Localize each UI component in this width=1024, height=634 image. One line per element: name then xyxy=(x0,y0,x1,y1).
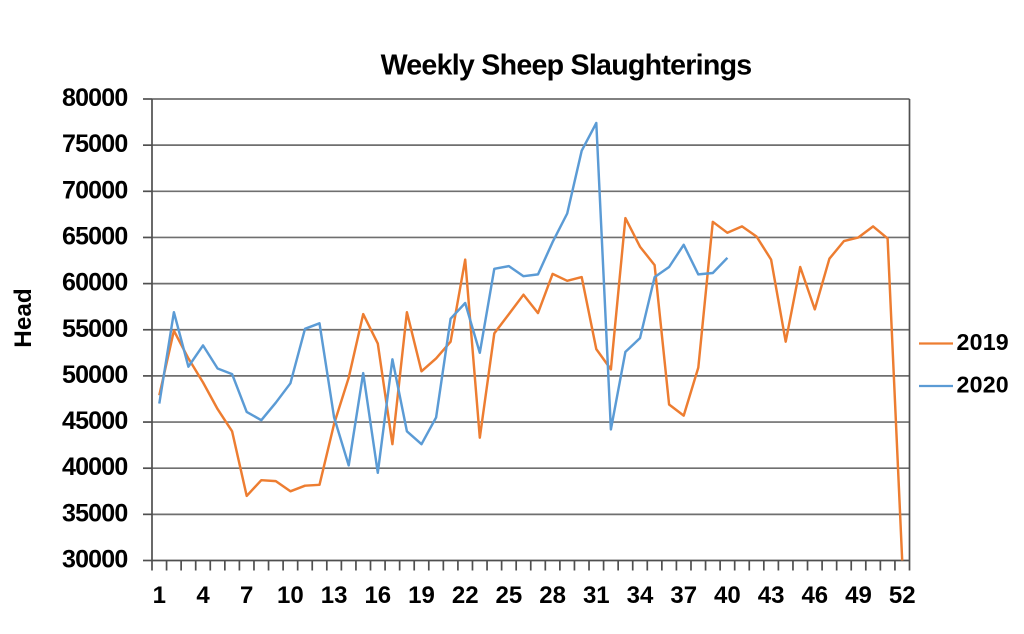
svg-text:43: 43 xyxy=(758,582,785,609)
svg-text:31: 31 xyxy=(583,582,610,609)
svg-text:30000: 30000 xyxy=(62,546,128,574)
svg-text:16: 16 xyxy=(364,582,391,609)
svg-text:34: 34 xyxy=(627,582,654,609)
svg-text:7: 7 xyxy=(240,582,253,609)
svg-text:52: 52 xyxy=(889,582,916,609)
svg-text:80000: 80000 xyxy=(62,84,128,112)
svg-text:10: 10 xyxy=(277,582,304,609)
svg-text:2019: 2019 xyxy=(957,329,1009,355)
svg-text:49: 49 xyxy=(845,582,872,609)
svg-text:75000: 75000 xyxy=(62,130,128,158)
svg-text:60000: 60000 xyxy=(62,269,128,297)
svg-text:13: 13 xyxy=(321,582,348,609)
svg-text:1: 1 xyxy=(153,582,166,609)
svg-text:46: 46 xyxy=(801,582,828,609)
svg-text:50000: 50000 xyxy=(62,361,128,389)
svg-text:22: 22 xyxy=(452,582,479,609)
svg-text:Weekly Sheep Slaughterings: Weekly Sheep Slaughterings xyxy=(381,50,752,82)
svg-text:35000: 35000 xyxy=(62,499,128,527)
svg-text:4: 4 xyxy=(196,582,210,609)
svg-text:25: 25 xyxy=(496,582,523,609)
svg-text:45000: 45000 xyxy=(62,407,128,435)
svg-text:37: 37 xyxy=(670,582,697,609)
svg-text:2020: 2020 xyxy=(957,371,1009,397)
svg-text:Head: Head xyxy=(10,288,37,347)
svg-text:40000: 40000 xyxy=(62,453,128,481)
svg-text:40: 40 xyxy=(714,582,741,609)
svg-text:55000: 55000 xyxy=(62,315,128,343)
svg-text:65000: 65000 xyxy=(62,222,128,250)
svg-text:19: 19 xyxy=(408,582,435,609)
svg-text:70000: 70000 xyxy=(62,176,128,204)
svg-text:28: 28 xyxy=(539,582,566,609)
